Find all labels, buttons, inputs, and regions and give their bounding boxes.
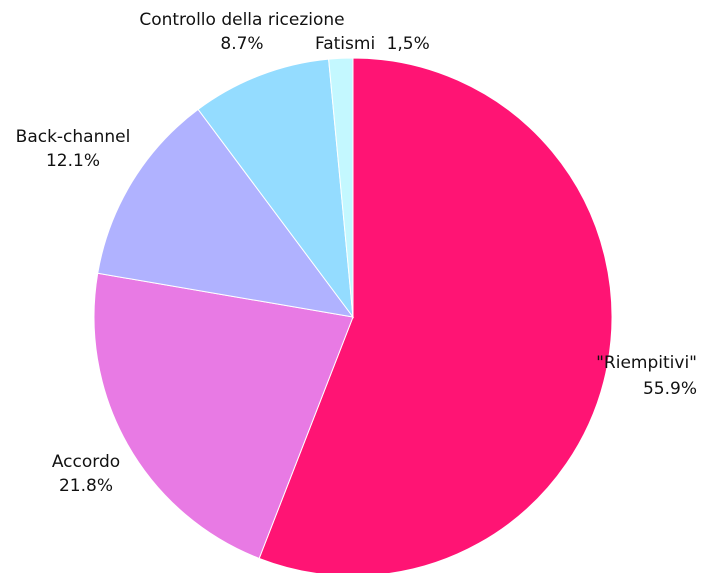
svg-text:Controllo della ricezione: Controllo della ricezione xyxy=(139,10,344,30)
svg-text:Fatismi 1,5%: Fatismi 1,5% xyxy=(315,34,430,54)
slice-labels: "Riempitivi" 55.9% Accordo 21.8% Back-ch… xyxy=(16,10,697,496)
svg-text:55.9%: 55.9% xyxy=(643,379,697,399)
svg-text:12.1%: 12.1% xyxy=(46,151,100,171)
slice-label-fatismi: Fatismi xyxy=(315,34,375,54)
pie-slice-riempitivi xyxy=(258,57,613,573)
pie-slice-fatismi xyxy=(328,57,354,318)
slice-value-back-channel: 12.1% xyxy=(46,151,100,171)
slice-value-fatismi: 1,5% xyxy=(387,34,430,54)
pie-slices xyxy=(93,57,613,573)
svg-text:Accordo: Accordo xyxy=(52,452,120,472)
pie-slice-back-channel xyxy=(97,108,355,318)
slice-value-controllo-della-ricezione: 8.7% xyxy=(220,34,263,54)
pie-slice-accordo xyxy=(93,272,354,560)
slice-label-controllo-della-ricezione: Controllo della ricezione xyxy=(139,10,344,30)
slice-value-accordo: 21.8% xyxy=(59,476,113,496)
svg-text:Back-channel: Back-channel xyxy=(16,127,131,147)
svg-text:"Riempitivi": "Riempitivi" xyxy=(596,353,697,373)
slice-value-riempitivi: 55.9% xyxy=(643,379,697,399)
slice-label-back-channel: Back-channel xyxy=(16,127,131,147)
svg-text:21.8%: 21.8% xyxy=(59,476,113,496)
slice-label-riempitivi: "Riempitivi" xyxy=(596,353,697,373)
slice-label-accordo: Accordo xyxy=(52,452,120,472)
svg-text:8.7%: 8.7% xyxy=(220,34,263,54)
pie-slice-controllo-della-ricezione xyxy=(197,58,354,319)
